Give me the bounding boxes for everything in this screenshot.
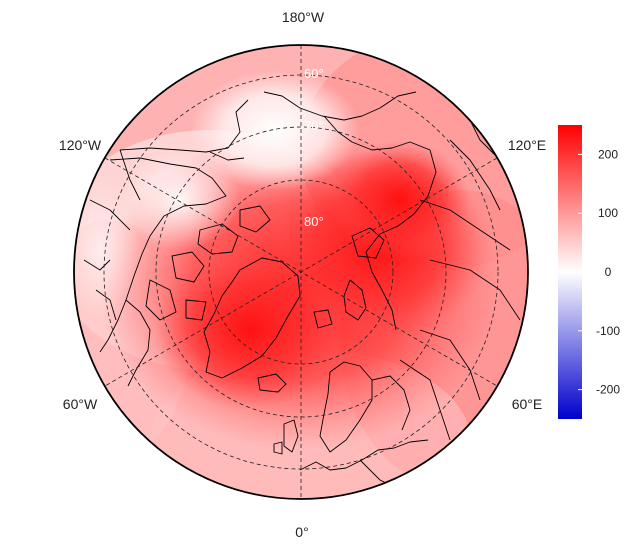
- colorbar-tick-label: -200: [596, 383, 620, 397]
- meridian-120e-60w: [104, 157, 498, 387]
- lon-label-60w: 60°W: [63, 396, 98, 412]
- lat-label-70: 70°: [304, 118, 324, 133]
- map-boundary: [73, 44, 529, 500]
- colorbar-ticks: 200 100 0 -100 -200: [578, 147, 620, 397]
- lon-label-120w: 120°W: [59, 137, 102, 153]
- lon-label-120e: 120°E: [508, 137, 546, 153]
- lon-label-0: 0°: [295, 524, 308, 540]
- lon-label-60e: 60°E: [512, 396, 543, 412]
- colorbar-tick-label: 100: [598, 206, 618, 220]
- lon-label-180w: 180°W: [282, 9, 325, 25]
- colorbar-tick-label: 0: [605, 265, 612, 279]
- colorbar-tick-label: 200: [598, 147, 618, 161]
- colorbar: 200 100 0 -100 -200: [558, 125, 620, 419]
- coastlines: [83, 91, 521, 491]
- lat-label-80: 80°: [304, 214, 324, 229]
- colorbar-tick-label: -100: [596, 324, 620, 338]
- graticule: [103, 45, 499, 499]
- latitude-circle-80: [208, 179, 394, 365]
- lat-label-60: 60°: [304, 66, 324, 81]
